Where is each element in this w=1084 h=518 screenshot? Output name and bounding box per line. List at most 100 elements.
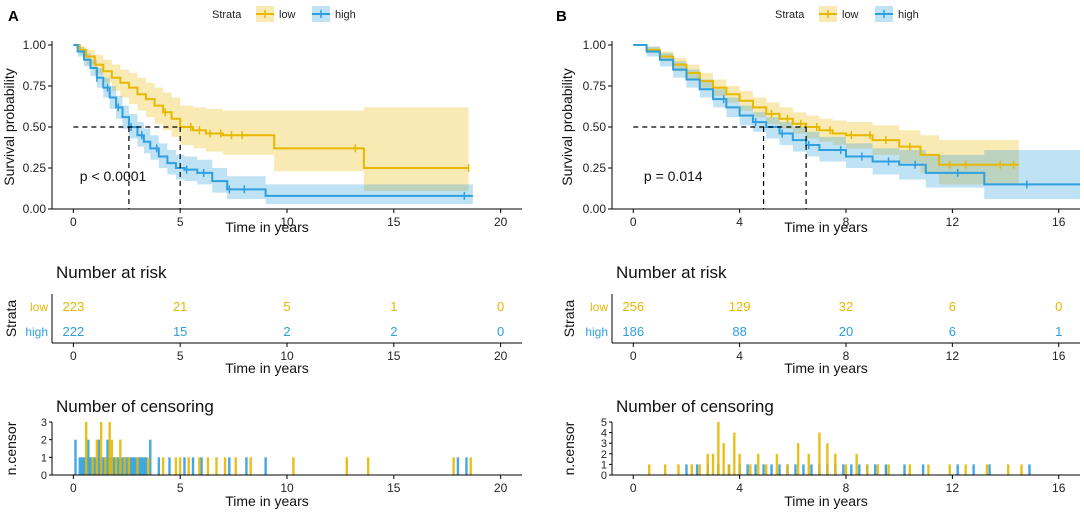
censor-bar-low [136,457,139,475]
censoring-title: Number of censoring [56,397,214,416]
censor-bar-low [99,422,103,475]
risk-value-high: 6 [949,324,956,339]
censor-bar-high [82,457,86,475]
y-tick-label: 0.75 [23,79,47,93]
censor-bar-high [138,457,141,475]
censor-bar-high [168,457,171,475]
censor-bar-high [191,457,195,475]
censor-bar-low [677,464,680,475]
censor-bar-low [215,457,218,475]
censor-bar-low [807,453,810,475]
risk-value-low: 5 [283,299,290,314]
x-tick-label: 0 [630,215,637,229]
censor-bar-high [842,464,845,475]
censor-bar-high [874,464,877,475]
censor-bar-low [1007,464,1010,475]
risk-value-high: 20 [839,324,853,339]
censor-bar-low [366,457,370,475]
x-axis-title: Time in years [784,219,868,235]
censor-bar-low [95,439,99,475]
x-tick-label: 20 [494,215,508,229]
censor-bar-low [855,453,858,475]
censor-y-tick-label: 1 [601,459,607,471]
censor-bar-high [1028,464,1031,475]
x-tick-label: 0 [70,215,77,229]
censor-bar-low [114,457,118,475]
x-tick-label: 16 [1052,215,1066,229]
censor-bar-high [89,457,92,475]
censor-bar-high [762,464,765,475]
censor-bar-low [198,457,201,475]
risk-x-tick-label: 8 [843,349,850,363]
x-tick-label: 10 [280,215,294,229]
risk-x-tick-label: 0 [70,349,77,363]
risk-x-tick-label: 5 [177,349,184,363]
x-axis-title: Time in years [225,219,309,235]
survival-plot: p = 0.014 0.00 0.25 0.50 0.75 1.00 0 4 8 12 16 Time… [559,38,1080,235]
risk-table: Number at risk low 256 129 32 6 0 high 186 88 20 6 1… [561,263,1080,376]
censor-bar-low [722,443,725,475]
censor-x-tick-label: 8 [843,481,850,495]
censor-bar-low [84,422,88,475]
risk-value-low: 129 [729,299,751,314]
y-tick-label: 0.50 [583,120,607,134]
censor-x-axis-title: Time in years [784,493,868,509]
risk-value-low: 21 [173,299,187,314]
censor-bar-low [345,457,349,475]
censor-bar-high [183,457,186,475]
censor-bar-high [884,464,888,475]
censor-bar-high [106,439,109,475]
censor-bar-low [698,464,701,475]
censor-bar-low [174,457,178,475]
censor-bar-low [796,443,800,475]
censor-bar-high [794,464,797,475]
censor-bar-low [765,464,768,475]
survival-plot: p < 0.0001 0.00 0.25 0.50 0.75 1.00 0 5 10 15 20 Ti… [1,38,522,235]
censor-x-tick-label: 10 [280,481,294,495]
risk-value-low: 256 [622,299,644,314]
censor-bar-high [850,464,853,475]
risk-row-label-low: low [30,300,48,314]
panel-b: B Strata low high p = 0.014 0.00 0.25 0.50 0.75 1… [556,6,1080,509]
censor-bar-low [690,464,693,475]
censor-bar-high [80,457,84,475]
censor-bar-low [985,464,989,475]
censor-bar-high [972,464,975,475]
censor-bar-high [149,439,152,475]
censor-bar-low [108,422,111,475]
censor-x-tick-label: 15 [387,481,401,495]
risk-row-label-high: high [585,325,608,339]
y-tick-label: 1.00 [583,38,607,52]
censor-bar-low [452,457,455,475]
censor-y-tick-label: 4 [601,428,607,440]
risk-value-high: 1 [1055,324,1062,339]
censor-y-tick-label: 0 [601,470,607,482]
censor-bar-low [234,457,237,475]
censor-bar-low [738,453,741,475]
risk-value-high: 186 [622,324,644,339]
censor-bar-low [110,439,114,475]
censor-bar-low [178,457,182,475]
censor-bar-low [749,464,752,475]
censoring-title: Number of censoring [616,397,774,416]
censor-y-tick-label: 3 [601,438,607,450]
legend: Strata low high [212,6,356,22]
legend-label-high: high [335,9,356,21]
risk-value-low: 6 [949,299,956,314]
y-tick-label: 0.75 [583,79,607,93]
censor-bar-low [733,432,736,475]
censor-x-tick-label: 0 [630,481,637,495]
risk-x-axis-title: Time in years [784,360,868,376]
risk-row-label-low: low [590,300,608,314]
censor-bar-low [818,432,821,475]
y-axis-title: Survival probability [1,68,17,186]
censor-bar-low [706,453,709,475]
censor-x-tick-label: 20 [494,481,508,495]
censor-bar-high [456,457,460,475]
risk-value-high: 0 [497,324,504,339]
censor-bar-high [97,439,101,475]
legend-title: Strata [212,9,242,21]
risk-x-tick-label: 15 [387,349,401,363]
survival-curve-high [73,44,473,197]
